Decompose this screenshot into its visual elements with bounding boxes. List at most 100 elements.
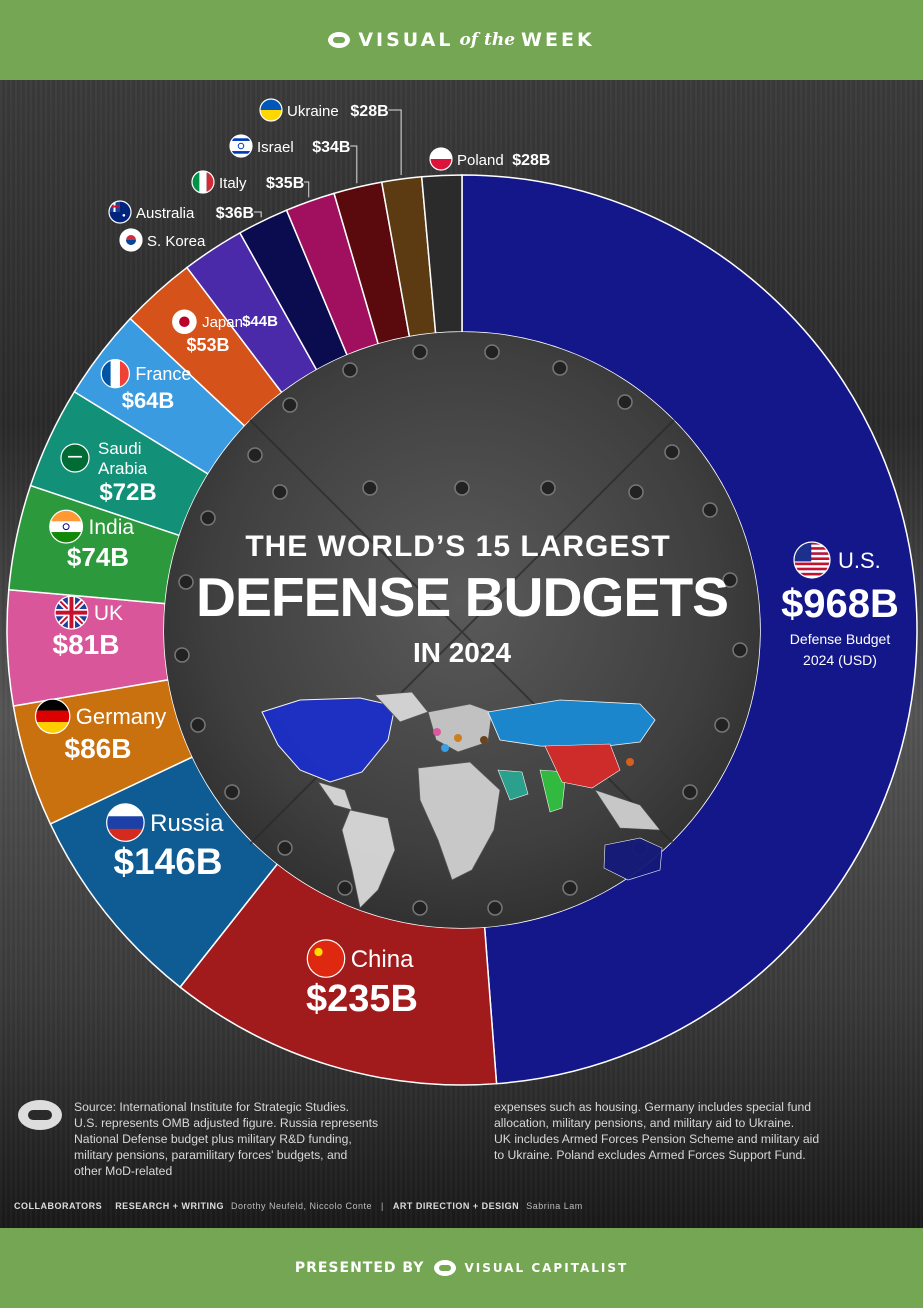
map-australia <box>603 837 663 881</box>
rivet <box>362 480 378 496</box>
rivet <box>487 900 503 916</box>
collaborators-label: COLLABORATORS <box>14 1201 103 1211</box>
outer-name-9: S. Korea <box>147 233 206 250</box>
cn-flag-icon <box>306 939 346 978</box>
name-5: India <box>89 516 135 539</box>
rivet <box>714 717 730 733</box>
outer-value-11: $35B <box>266 175 304 192</box>
jp-flag-icon <box>172 309 197 335</box>
outer-name-12: Israel <box>257 139 294 156</box>
label-germany: Germany $86B <box>34 698 166 764</box>
name-1: China <box>351 946 414 973</box>
name-7: France <box>135 364 191 384</box>
center-plate <box>164 332 760 928</box>
map-saudi <box>497 769 529 801</box>
in-flag-icon <box>49 509 84 544</box>
rivet <box>174 647 190 663</box>
name-8: Japan <box>202 314 243 331</box>
footnote-line: UK includes Armed Forces Pension Scheme … <box>494 1132 820 1146</box>
value-1: $235B <box>306 978 418 1020</box>
footnote-line: U.S. represents OMB adjusted figure. Rus… <box>74 1116 379 1130</box>
pl-flag-icon <box>429 147 453 171</box>
rivet <box>552 360 568 376</box>
header-prefix: VISUAL <box>358 29 454 51</box>
title-line3: IN 2024 <box>413 637 511 668</box>
rivet <box>272 484 288 500</box>
value-4: $81B <box>53 629 120 660</box>
map-north-america <box>261 697 396 783</box>
rivet <box>617 394 633 410</box>
rivet <box>628 484 644 500</box>
rivet <box>702 502 718 518</box>
header-band: VISUAL of the WEEK <box>0 0 923 80</box>
names-design: Sabrina Lam <box>526 1201 583 1211</box>
footnote-line: expenses such as housing. Germany includ… <box>494 1100 812 1114</box>
footnote-line: National Defense budget plus military R&… <box>74 1132 352 1146</box>
us-flag-icon <box>793 541 831 579</box>
rivet <box>484 344 500 360</box>
footnote-line: other MoD-related <box>74 1164 173 1178</box>
connector-line <box>304 181 310 198</box>
map-japan <box>626 758 634 766</box>
de-flag-icon <box>34 698 71 735</box>
name-3: Germany <box>76 704 166 729</box>
outer-name-13: Ukraine <box>287 103 339 120</box>
rivet <box>247 447 263 463</box>
us-name: U.S. <box>838 548 881 573</box>
ru-flag-icon <box>106 803 145 842</box>
map-germany <box>454 734 462 742</box>
uk-flag-icon <box>54 595 89 630</box>
map-south-america <box>341 809 396 909</box>
value-2: $146B <box>113 841 222 882</box>
outer-name-14: Poland <box>457 152 504 169</box>
rivet <box>342 362 358 378</box>
map-russia <box>487 699 656 749</box>
it-flag-icon <box>191 170 215 194</box>
skorea-value: $44B <box>242 313 278 330</box>
visual-capitalist-logo-icon <box>328 32 351 48</box>
us-caption-1: Defense Budget <box>790 631 891 647</box>
connector-line <box>388 109 402 176</box>
role-research: RESEARCH + WRITING <box>115 1201 224 1211</box>
rivet <box>664 444 680 460</box>
ua-flag-icon <box>259 98 283 122</box>
rivet <box>337 880 353 896</box>
il-flag-icon <box>229 134 253 158</box>
collaborators-separator: | <box>381 1201 384 1211</box>
map-europe <box>427 703 493 753</box>
presented-by-logo-icon <box>434 1260 457 1276</box>
outer-value-10: $36B <box>216 205 254 222</box>
label-france: France $64B <box>100 359 191 413</box>
map-china <box>544 743 621 789</box>
outer-name-10: Australia <box>136 205 195 222</box>
connector-line <box>350 145 358 184</box>
rivet <box>412 900 428 916</box>
us-caption-2: 2024 (USD) <box>803 652 877 668</box>
rivet <box>722 572 738 588</box>
outer-name-11: Italy <box>219 175 247 192</box>
footnote-line: military pensions, paramilitary forces' … <box>74 1148 348 1162</box>
footnote-line: Source: International Institute for Stra… <box>74 1100 350 1114</box>
plate-rivets <box>174 344 748 916</box>
outer-value-14: $28B <box>512 152 550 169</box>
sa-value: $72B <box>99 479 156 506</box>
map-africa <box>417 761 501 881</box>
map-france <box>441 744 449 752</box>
names-research: Dorothy Neufeld, Niccolo Conte <box>230 1201 373 1211</box>
sa-flag-icon <box>60 443 90 473</box>
map-uk <box>433 728 441 736</box>
label-india: India $74B <box>49 509 135 572</box>
label-poland: Poland $28B <box>429 147 550 171</box>
center-title: THE WORLD’S 15 LARGEST DEFENSE BUDGETS I… <box>196 530 729 668</box>
role-design: ART DIRECTION + DESIGN <box>392 1201 520 1211</box>
rivet <box>732 642 748 658</box>
label-italy: Italy $35B <box>191 170 304 194</box>
label-japan: Japan $53B <box>172 309 243 355</box>
label-ukraine: Ukraine $28B <box>259 98 389 122</box>
kr-flag-icon <box>119 228 143 252</box>
footnote-line: allocation, military pensions, and milit… <box>494 1116 795 1130</box>
sa-name-1: Saudi <box>98 439 141 458</box>
label-s-korea: S. Korea <box>119 228 206 252</box>
value-3: $86B <box>65 733 132 764</box>
